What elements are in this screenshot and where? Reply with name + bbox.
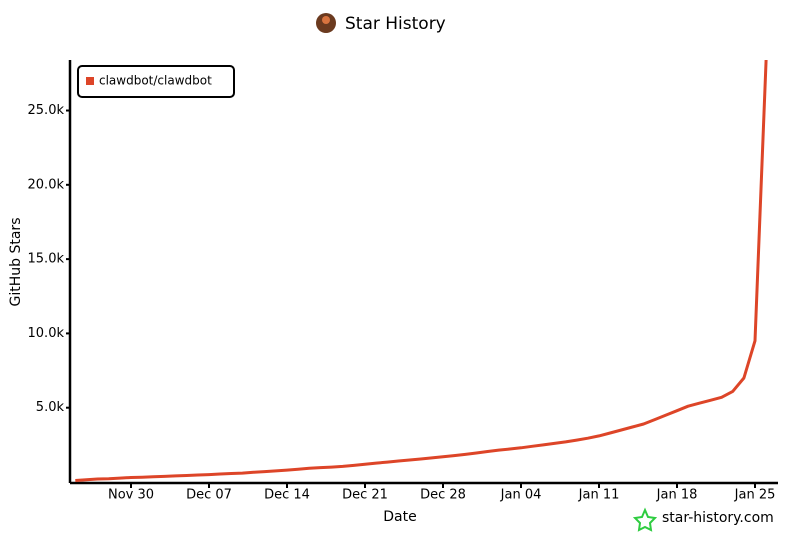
y-tick-label: 25.0k bbox=[28, 103, 65, 118]
y-tick-label: 20.0k bbox=[28, 177, 65, 192]
x-axis-label: Date bbox=[383, 509, 416, 525]
x-tick-label: Nov 30 bbox=[108, 488, 154, 503]
x-tick-label: Jan 11 bbox=[578, 488, 620, 503]
x-tick-label: Jan 18 bbox=[656, 488, 698, 503]
logo-detail bbox=[322, 16, 330, 24]
y-tick-label: 15.0k bbox=[28, 252, 65, 267]
y-tick-label: 5.0k bbox=[36, 400, 65, 415]
x-tick-label: Dec 07 bbox=[186, 488, 232, 503]
legend-swatch bbox=[86, 77, 94, 85]
x-tick-label: Jan 25 bbox=[734, 488, 776, 503]
legend-box bbox=[77, 65, 235, 98]
x-tick-label: Jan 04 bbox=[500, 488, 542, 503]
y-axis-label: GitHub Stars bbox=[8, 218, 24, 307]
chart-title: Star History bbox=[345, 14, 446, 34]
series-line bbox=[75, 59, 768, 482]
legend-label: clawdbot/clawdbot bbox=[99, 74, 212, 88]
x-tick-label: Dec 21 bbox=[342, 488, 388, 503]
x-tick-label: Dec 28 bbox=[420, 488, 466, 503]
y-tick-label: 10.0k bbox=[28, 326, 65, 341]
watermark: star-history.com bbox=[662, 510, 774, 526]
x-tick-label: Dec 14 bbox=[264, 488, 310, 503]
watermark-icon bbox=[632, 507, 658, 532]
